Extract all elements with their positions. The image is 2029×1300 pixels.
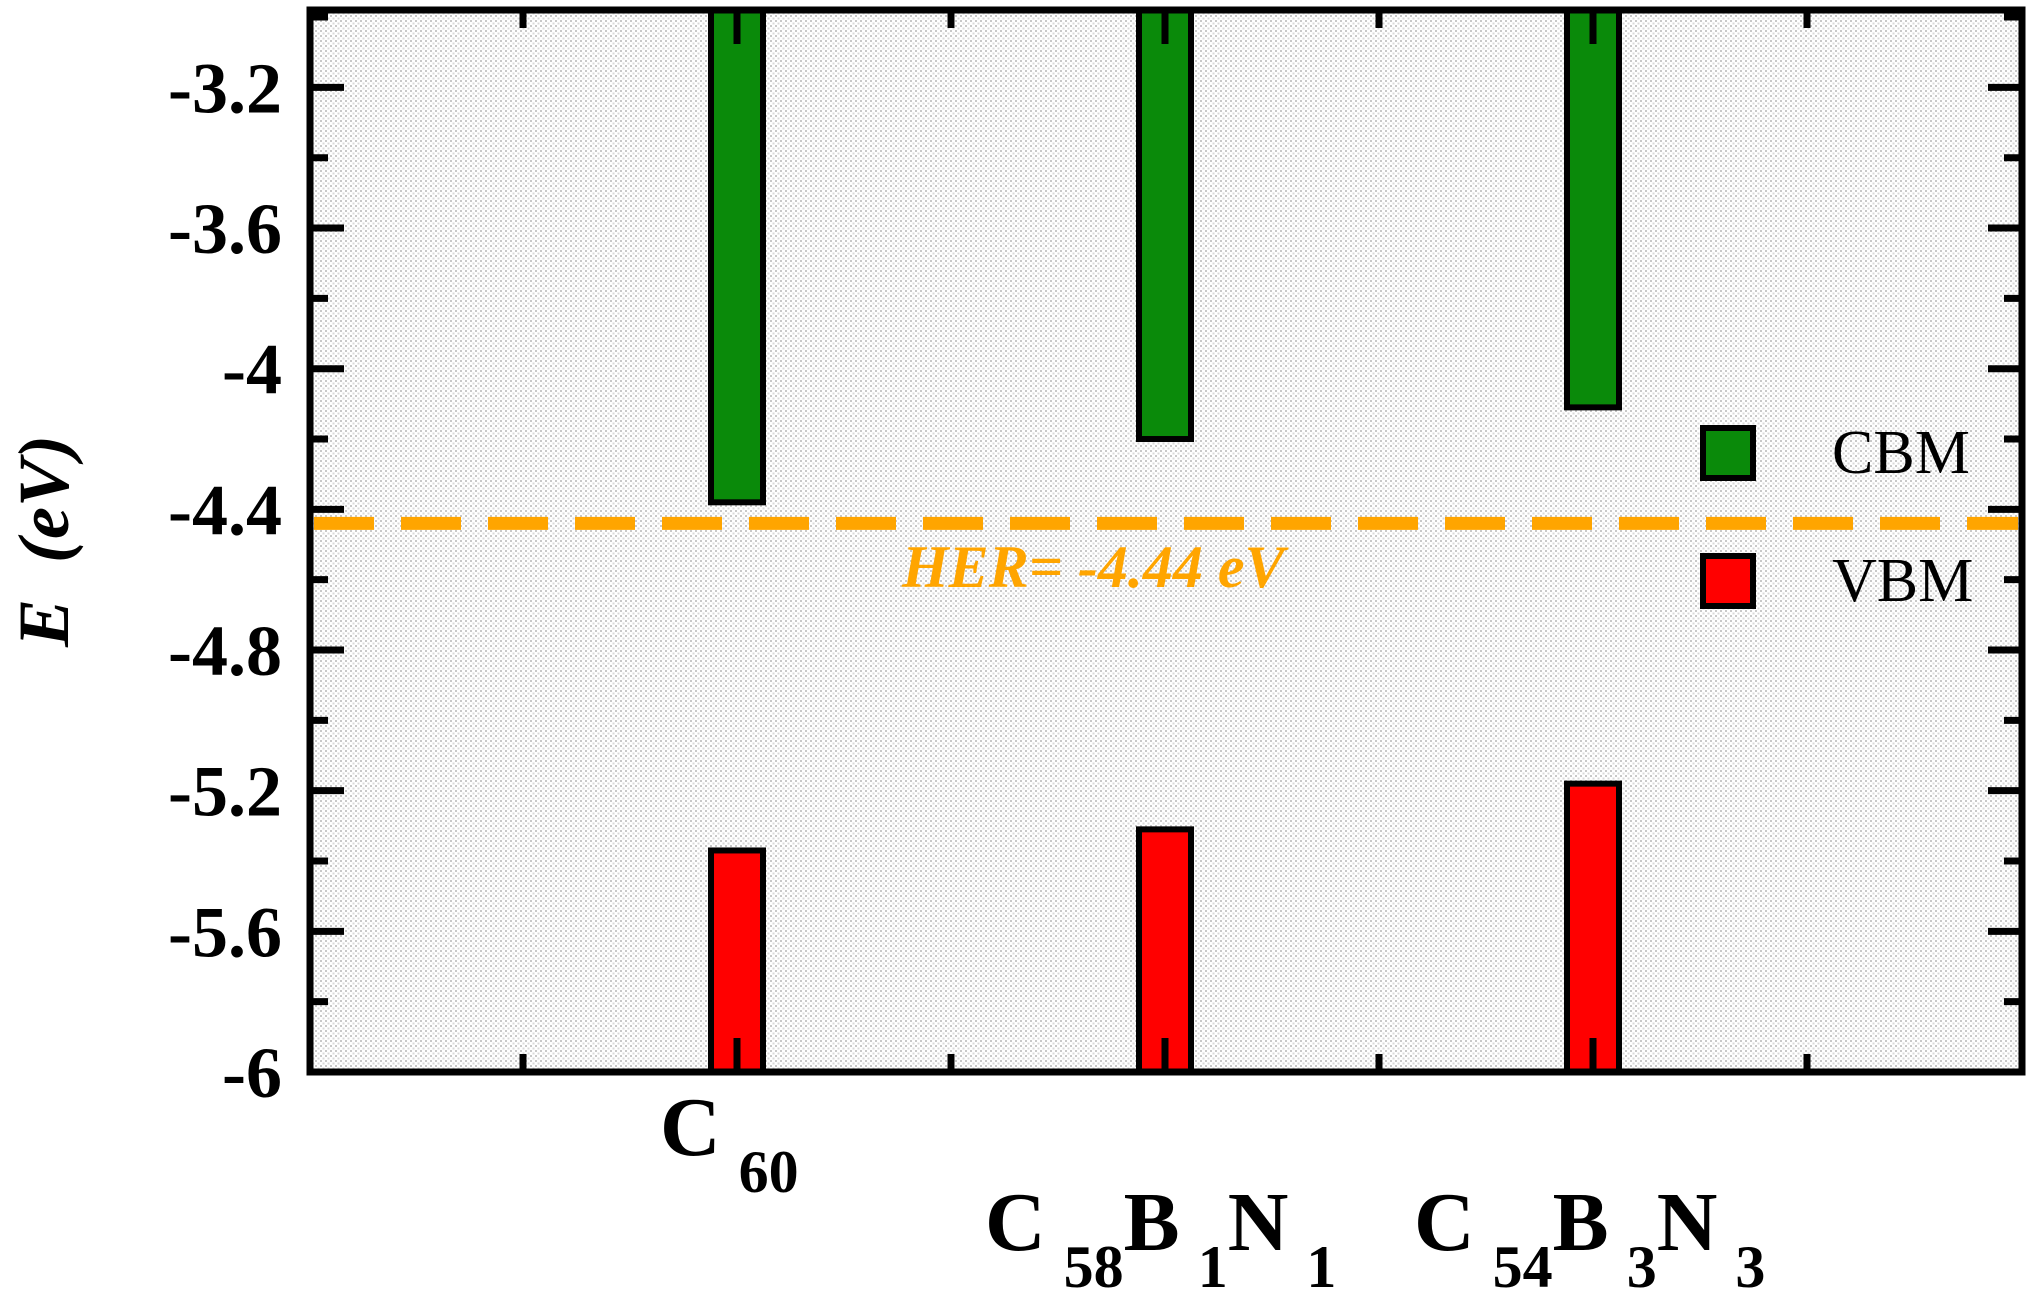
cbm-bar <box>708 7 766 506</box>
legend: CBM VBM <box>1700 419 1973 615</box>
y-tick-label: -6 <box>222 1033 282 1113</box>
vbm-bar <box>1564 780 1622 1075</box>
category-element: C <box>1414 1176 1475 1269</box>
legend-label: VBM <box>1832 547 1973 615</box>
x-category-labels: C 60C 58B 1N 1 C 54B 3N 3 <box>660 1081 1765 1300</box>
y-tick-label: -3.6 <box>168 189 282 269</box>
x-category-label: C 54B 3N 3 <box>1414 1176 1765 1300</box>
category-subscript: 1 <box>1306 1234 1336 1300</box>
category-subscript: 3 <box>1627 1234 1657 1300</box>
vbm-bar <box>708 847 766 1076</box>
y-tick-label: -3.2 <box>168 48 282 128</box>
category-element: C <box>985 1176 1046 1269</box>
y-tick-label: -4.8 <box>168 611 282 691</box>
ticks-group <box>310 10 2022 1076</box>
legend-swatch <box>1700 425 1756 481</box>
category-subscript: 3 <box>1735 1234 1765 1300</box>
vbm-bar <box>1136 826 1194 1075</box>
legend-label: CBM <box>1832 419 1970 487</box>
category-subscript: 54 <box>1493 1234 1553 1300</box>
y-tick-labels: -3.2 -3.6 -4 -4.4 -4.8 -5.2 -5.6 -6 <box>168 48 282 1113</box>
x-category-label: C 60 <box>660 1081 799 1205</box>
reference-line-group: HER= -4.44 eV <box>314 516 2018 600</box>
category-subscript: 60 <box>739 1139 799 1205</box>
category-element: N <box>1657 1176 1718 1269</box>
category-element: B <box>1553 1176 1609 1269</box>
legend-swatch <box>1700 553 1756 609</box>
y-axis-label-main: E <box>4 599 84 648</box>
y-tick-label: -4 <box>222 330 282 410</box>
y-axis-label: E (eV) <box>4 435 84 648</box>
y-tick-label: -5.6 <box>168 892 282 972</box>
cbm-bar <box>1564 7 1622 411</box>
category-subscript: 1 <box>1198 1234 1228 1300</box>
her-annotation: HER= -4.44 eV <box>901 534 1290 600</box>
y-axis-label-unit: (eV) <box>4 435 84 563</box>
category-subscript: 58 <box>1064 1234 1124 1300</box>
category-element: N <box>1228 1176 1289 1269</box>
y-tick-label: -4.4 <box>168 470 282 550</box>
x-category-label: C 58B 1N 1 <box>985 1176 1336 1300</box>
bars-group <box>708 7 1622 1076</box>
category-element: B <box>1124 1176 1180 1269</box>
cbm-bar <box>1136 7 1194 443</box>
category-element: C <box>660 1081 721 1174</box>
y-tick-label: -5.2 <box>168 752 282 832</box>
